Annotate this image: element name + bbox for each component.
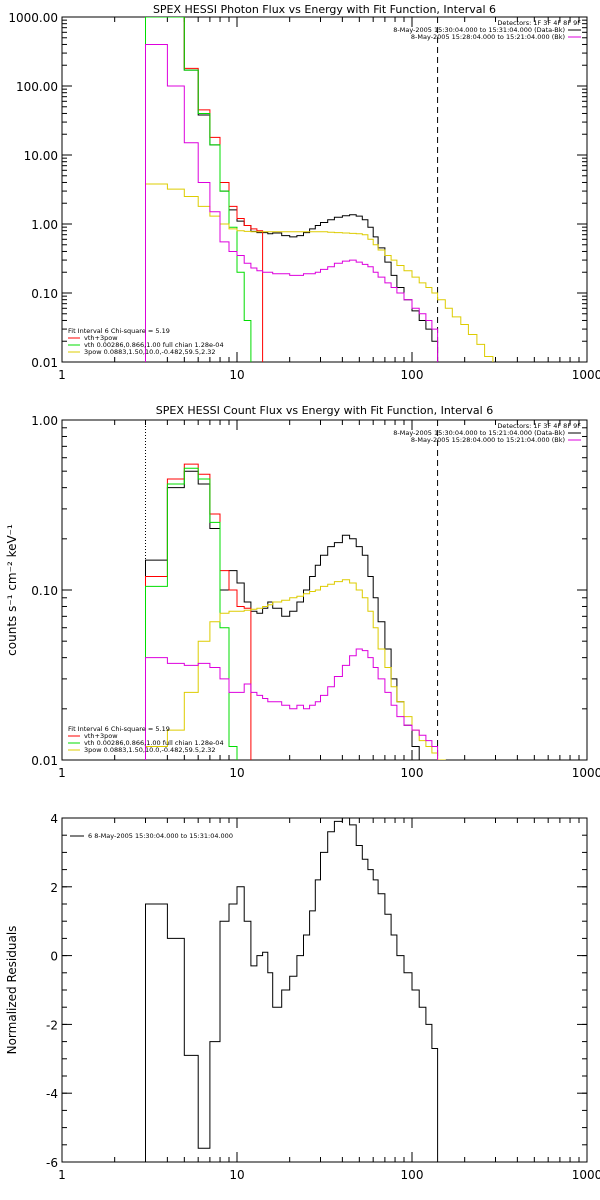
series-line [145, 818, 439, 1162]
y-tick-label: 4 [50, 812, 58, 826]
legend-topright-text: 8-May-2005 15:28:04.000 to 15:21:04.000 … [411, 33, 565, 41]
legend-bottomleft-text: 3pow 0.0883,1.50,10.0,-0.482,59.5,2.32 [84, 348, 216, 356]
legend-bottomleft-text: vth 0.00286,0.866,1.00 full chian 1.28e-… [84, 739, 224, 747]
legend-topright-text: Detectors: 1F 3F 4F 8F 9F [497, 422, 581, 430]
legend-bottomleft-text: vth 0.00286,0.866,1.00 full chian 1.28e-… [84, 341, 224, 349]
y-tick-label: -2 [46, 1018, 58, 1032]
plot-frame [61, 16, 588, 363]
y-tick-label: 0.01 [31, 754, 58, 768]
legend-topright-text: 8-May-2005 15:30:04.000 to 15:31:04.000 … [393, 26, 565, 34]
series-line [145, 44, 439, 362]
y-tick-label: 0 [50, 950, 58, 964]
y-tick-label: 0.01 [31, 356, 58, 370]
legend-bottomleft-text: 3pow 0.0883,1.50,10.0,-0.482,59.5,2.32 [84, 746, 216, 754]
count-flux-panel: SPEX HESSI Count Flux vs Energy with Fit… [5, 404, 600, 780]
y-tick-label: 100.00 [16, 80, 58, 94]
y-tick-label: 0.10 [31, 584, 58, 598]
x-tick-label: 1000 [572, 368, 600, 382]
legend-bottomleft-text: vth+3pow [84, 732, 118, 740]
y-axis-label: counts s⁻¹ cm⁻² keV⁻¹ [5, 524, 19, 656]
x-tick-label: 1 [58, 368, 66, 382]
x-tick-label: 1000 [572, 1168, 600, 1182]
legend-topleft-text: 6 8-May-2005 15:30:04.000 to 15:31:04.00… [88, 832, 233, 840]
series-line [145, 648, 439, 760]
series-line [145, 463, 252, 760]
y-tick-label: 1.00 [31, 218, 58, 232]
y-tick-label: 2 [50, 881, 58, 895]
y-tick-label: 0.10 [31, 287, 58, 301]
y-tick-label: -4 [46, 1087, 58, 1101]
legend-topright-text: 8-May-2005 15:30:04.000 to 15:21:04.000 … [393, 429, 565, 437]
legend-bottomleft-text: Fit Interval 6 Chi-square = 5.19 [68, 327, 170, 335]
x-tick-label: 100 [401, 1168, 424, 1182]
x-tick-label: 10 [229, 1168, 244, 1182]
y-tick-label: -6 [46, 1156, 58, 1170]
chart-title: SPEX HESSI Photon Flux vs Energy with Fi… [153, 3, 496, 16]
y-tick-label: 1.00 [31, 414, 58, 428]
x-tick-label: 100 [401, 766, 424, 780]
legend-bottomleft-text: Fit Interval 6 Chi-square = 5.19 [68, 725, 170, 733]
x-tick-label: 100 [401, 368, 424, 382]
series-line [145, 17, 439, 362]
photon-flux-panel: SPEX HESSI Photon Flux vs Energy with Fi… [8, 3, 600, 382]
x-tick-label: 1 [58, 1168, 66, 1182]
x-tick-label: 1000 [572, 766, 600, 780]
residuals-panel: 1 10 100 1000 -6 -4 -2 0 2 4 Normalized Residuals 6… [5, 812, 600, 1182]
x-tick-label: 1 [58, 766, 66, 780]
legend-bottomleft-text: vth+3pow [84, 334, 118, 342]
x-tick-label: 10 [229, 766, 244, 780]
y-tick-label: 10.00 [24, 149, 58, 163]
series-line [145, 17, 258, 362]
y-axis-label: Normalized Residuals [5, 926, 19, 1055]
x-tick-label: 10 [229, 368, 244, 382]
chart-title: SPEX HESSI Count Flux vs Energy with Fit… [156, 404, 493, 417]
series-line [145, 183, 494, 362]
legend-topright-text: 8-May-2005 15:28:04.000 to 15:21:04.000 … [411, 436, 565, 444]
y-tick-label: 1000.00 [8, 11, 58, 25]
series-line [145, 579, 453, 760]
legend-topright-text: Detectors: 1F 3F 4F 8F 9F [497, 19, 581, 27]
